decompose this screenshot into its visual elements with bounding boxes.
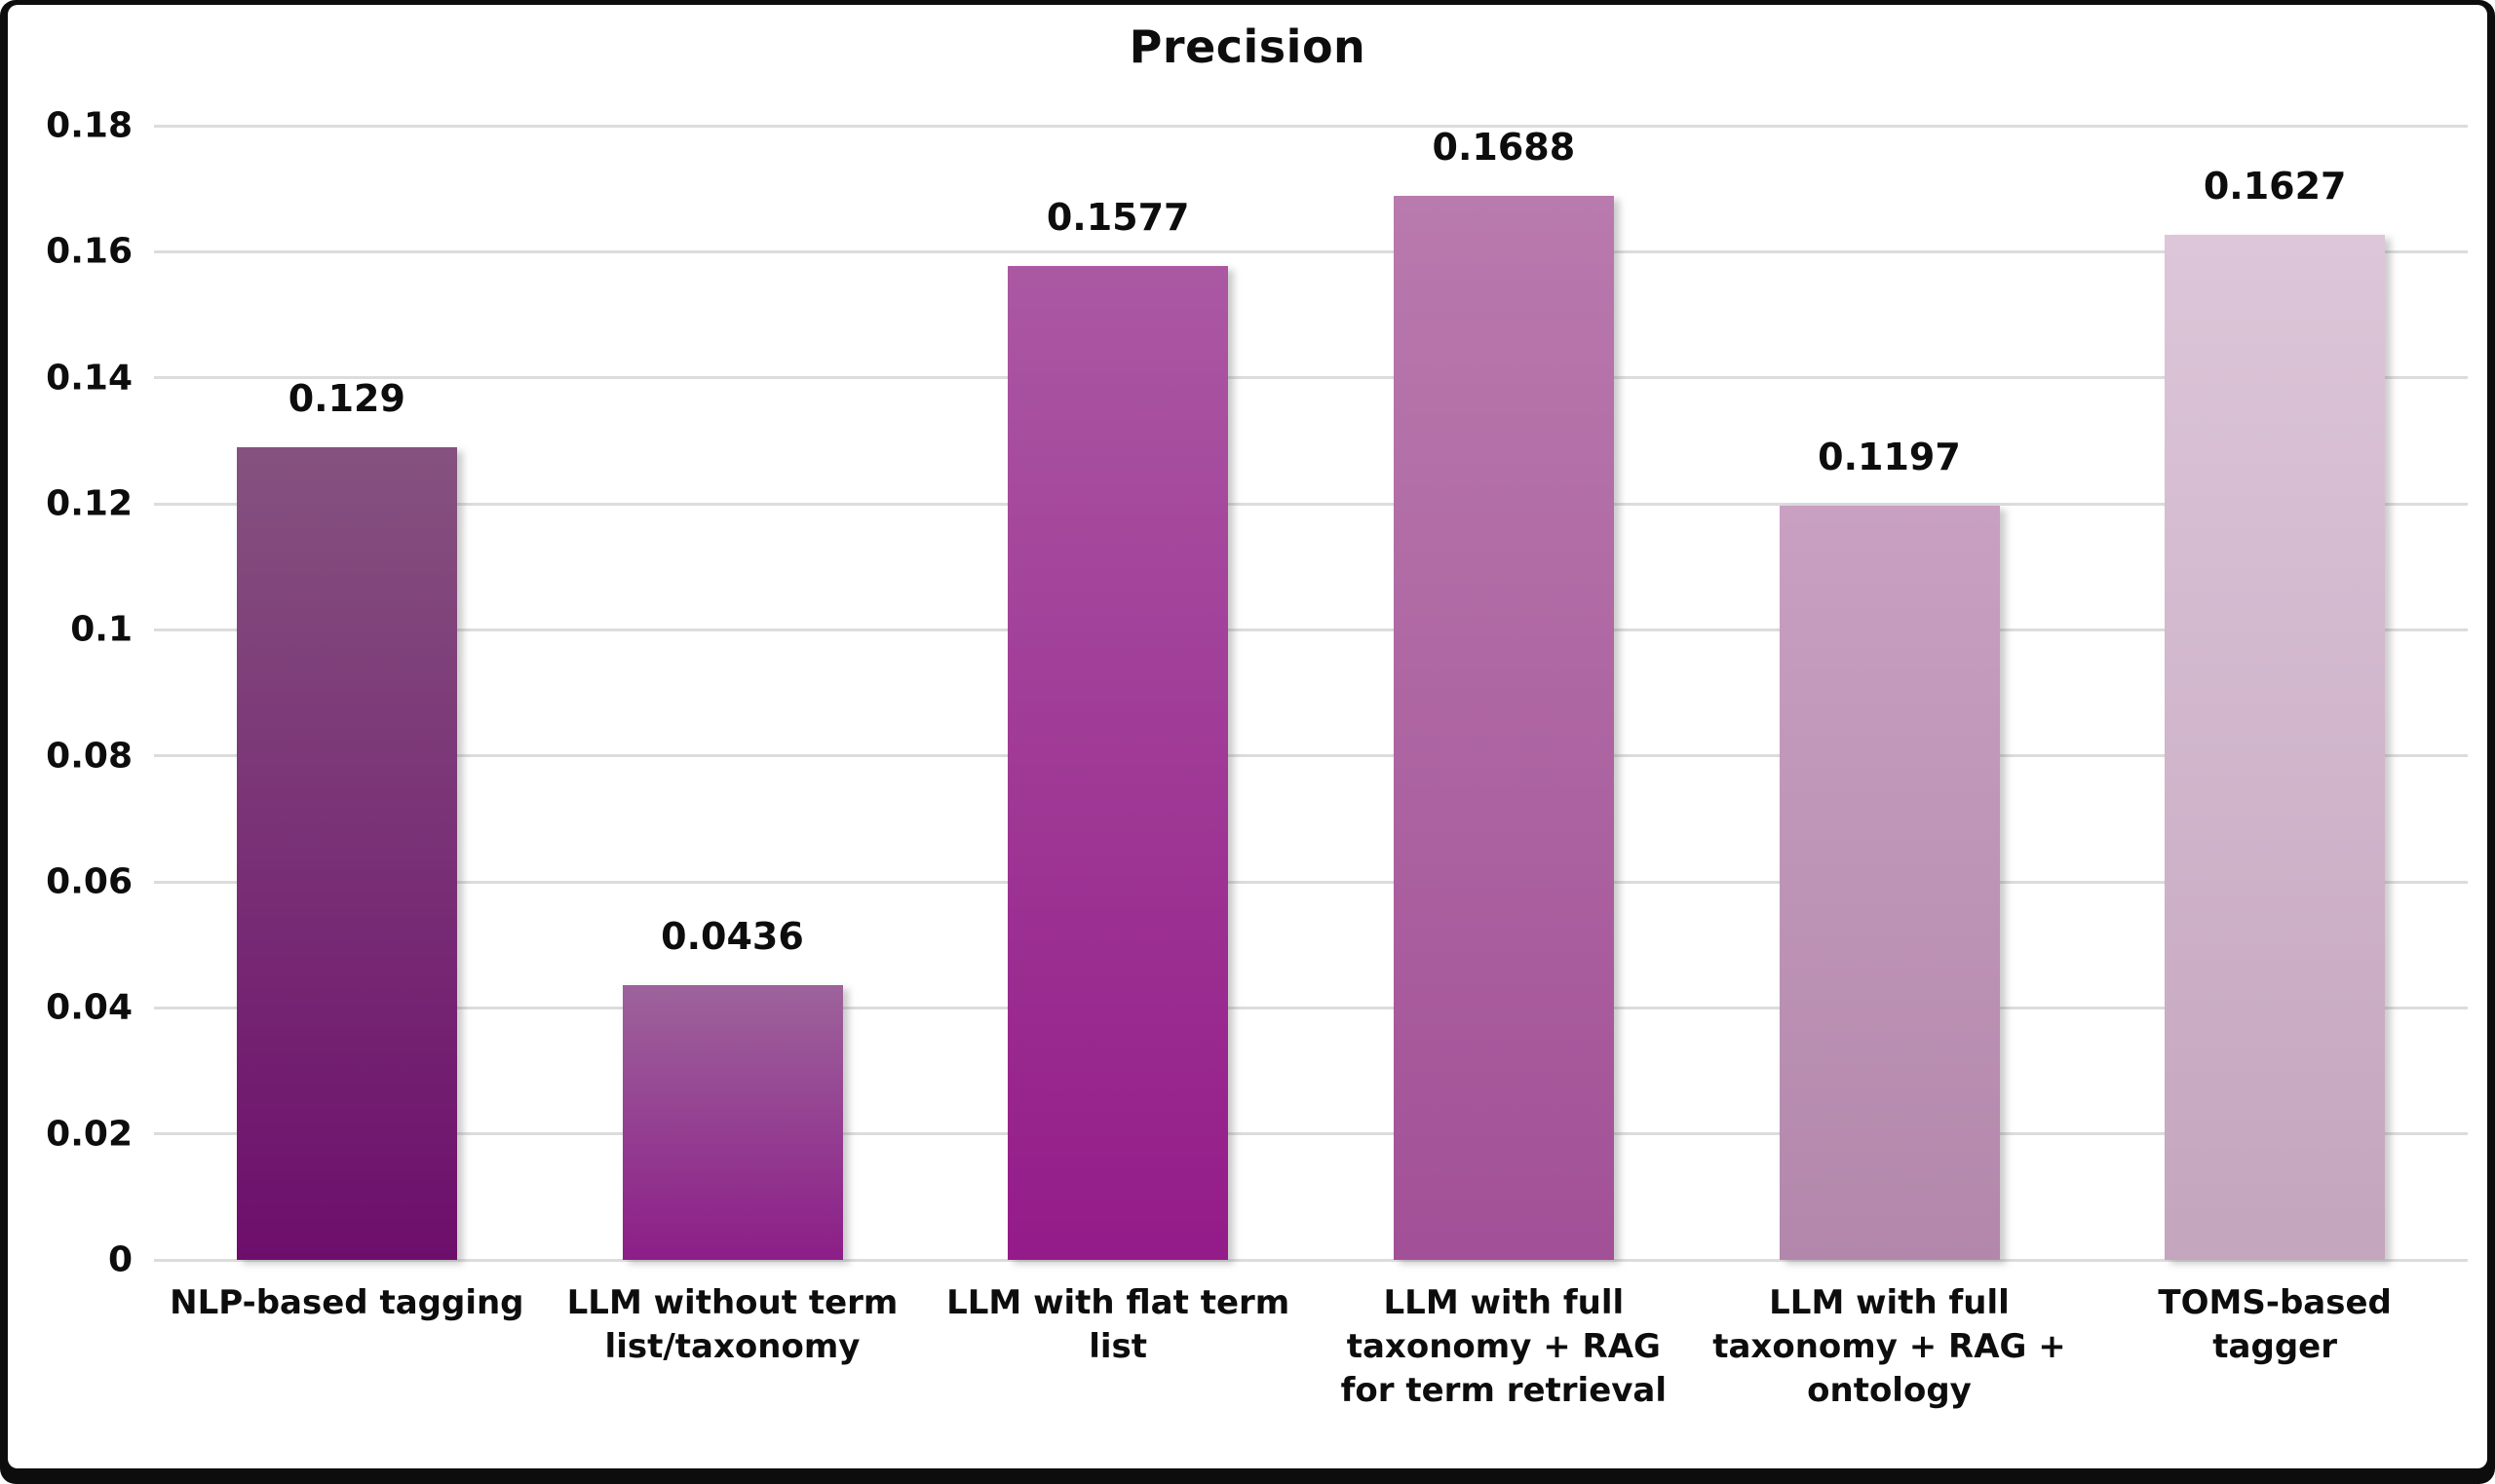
- gridline: [154, 1132, 2468, 1136]
- y-tick-label: 0.12: [46, 483, 133, 524]
- bar: [1779, 505, 2000, 1260]
- bar-value-label: 0.129: [288, 376, 405, 420]
- y-tick-label: 0.08: [46, 736, 133, 777]
- gridline: [154, 502, 2468, 506]
- chart-canvas: Precision 0 0.02 0.04 0.06 0.08 0.1 0.12 0.14 0.…: [8, 5, 2487, 1468]
- gridline: [154, 1258, 2468, 1262]
- bar-value-label: 0.1197: [1818, 435, 1961, 478]
- bar: [1008, 266, 1229, 1260]
- x-axis-label: TOMS-based tagger: [2158, 1283, 2392, 1366]
- y-tick-label: 0.04: [46, 987, 133, 1028]
- x-axis-label: LLM with flat term list: [946, 1283, 1290, 1366]
- gridline: [154, 249, 2468, 253]
- y-tick-label: 0.1: [70, 609, 133, 650]
- y-tick-label: 0.02: [46, 1114, 133, 1155]
- y-tick-label: 0.16: [46, 231, 133, 272]
- y-tick-label: 0.06: [46, 861, 133, 902]
- chart-title: Precision: [1129, 20, 1366, 73]
- gridline: [154, 754, 2468, 758]
- x-axis-label: LLM with full taxonomy + RAG for term re…: [1340, 1283, 1668, 1410]
- y-tick-label: 0: [107, 1239, 133, 1280]
- bar-value-label: 0.1627: [2203, 164, 2347, 208]
- x-axis-label: LLM without term list/taxonomy: [566, 1283, 899, 1366]
- bar-value-label: 0.1577: [1046, 196, 1190, 240]
- x-axis-label: NLP-based tagging: [170, 1283, 524, 1322]
- bar: [622, 985, 843, 1260]
- gridline: [154, 880, 2468, 884]
- gridline: [154, 124, 2468, 128]
- y-tick-label: 0.14: [46, 358, 133, 399]
- bar: [1393, 196, 1614, 1260]
- bar: [236, 446, 457, 1260]
- bar-value-label: 0.1688: [1432, 126, 1576, 170]
- bar-value-label: 0.0436: [661, 915, 804, 959]
- gridline: [154, 376, 2468, 380]
- bar: [2165, 234, 2386, 1260]
- y-tick-label: 0.18: [46, 105, 133, 146]
- gridline: [154, 1006, 2468, 1009]
- x-axis-label: LLM with full taxonomy + RAG + ontology: [1712, 1283, 2066, 1410]
- gridline: [154, 628, 2468, 631]
